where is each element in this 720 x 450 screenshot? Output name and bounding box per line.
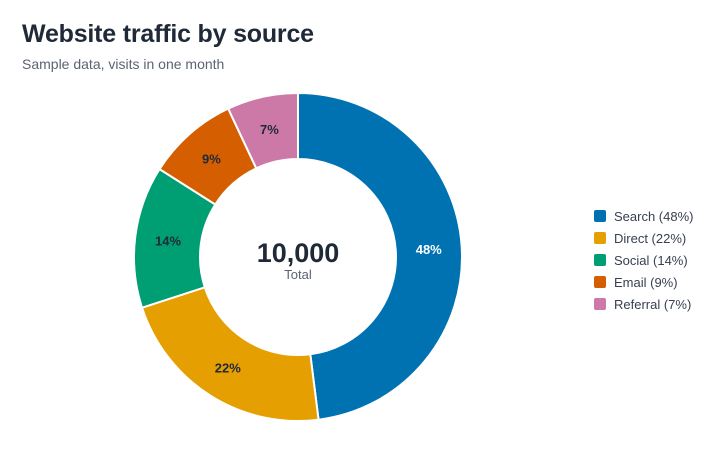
slice-label-direct: 22% bbox=[215, 361, 241, 376]
chart-subtitle: Sample data, visits in one month bbox=[22, 56, 225, 72]
legend-swatch-direct bbox=[594, 232, 606, 244]
legend-item-search: Search (48%) bbox=[594, 205, 714, 227]
slice-label-email: 9% bbox=[202, 152, 221, 167]
slice-labels: 48% 22% 14% 9% 7% bbox=[155, 122, 442, 375]
slice-label-search: 48% bbox=[416, 242, 442, 257]
slice-search bbox=[297, 91, 463, 421]
donut-slices bbox=[133, 91, 463, 422]
center-total-label: Total bbox=[284, 267, 312, 282]
legend-label-search: Search (48%) bbox=[614, 208, 694, 224]
legend-swatch-referral bbox=[594, 298, 606, 310]
legend-label-direct: Direct (22%) bbox=[614, 230, 687, 246]
legend-item-social: Social (14%) bbox=[594, 249, 714, 271]
slice-label-social: 14% bbox=[155, 234, 181, 249]
chart-title: Website traffic by source bbox=[22, 20, 314, 48]
legend-swatch-social bbox=[594, 254, 606, 266]
chart-legend: Search (48%) Direct (22%) Social (14%) Emai… bbox=[594, 205, 714, 315]
slice-referral bbox=[226, 91, 299, 170]
legend-item-direct: Direct (22%) bbox=[594, 227, 714, 249]
slice-label-referral: 7% bbox=[260, 122, 279, 137]
legend-label-email: Email (9%) bbox=[614, 274, 678, 290]
center-total-value: 10,000 bbox=[257, 238, 340, 268]
legend-item-email: Email (9%) bbox=[594, 271, 714, 293]
legend-item-referral: Referral (7%) bbox=[594, 293, 714, 315]
legend-swatch-email bbox=[594, 276, 606, 288]
legend-label-referral: Referral (7%) bbox=[614, 296, 692, 312]
legend-swatch-search bbox=[594, 210, 606, 222]
slice-direct bbox=[140, 286, 320, 422]
legend-label-social: Social (14%) bbox=[614, 252, 688, 268]
